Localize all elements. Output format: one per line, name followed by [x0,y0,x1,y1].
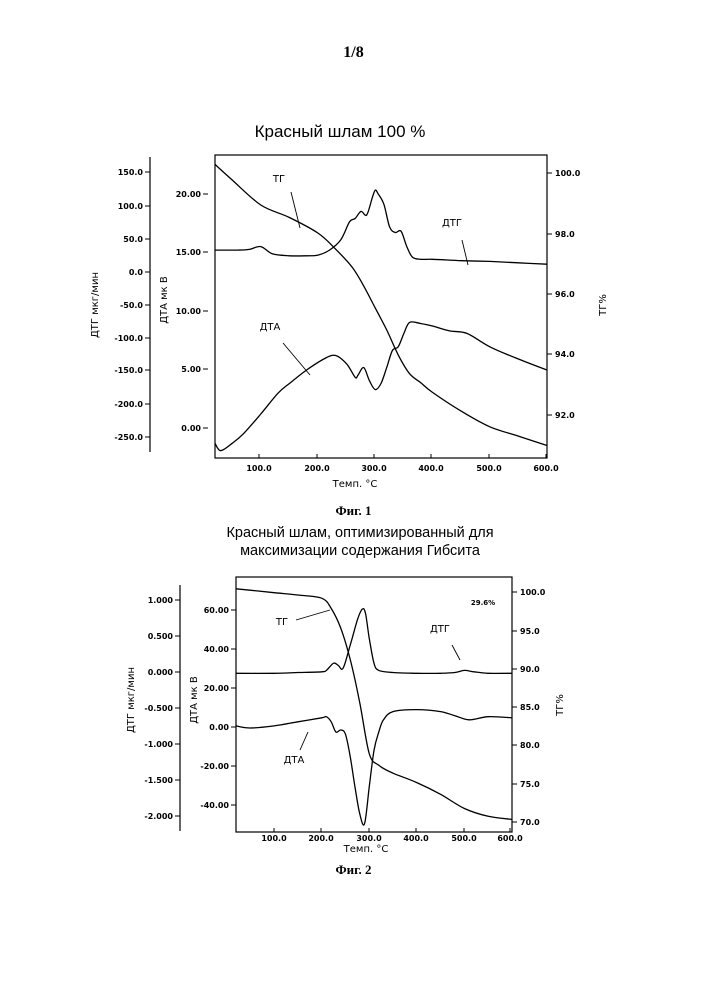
fig1-x-tick-label: 100.0 [246,464,272,473]
fig1-x-tick-label: 200.0 [304,464,330,473]
fig1-plot-frame [215,155,547,458]
fig2-annotation-label: ДТГ [430,624,450,635]
fig2-annotation-leader [296,610,330,620]
fig2-dta-tick-label: -40.00 [200,801,229,810]
fig1-dtg-tick-label: 150.0 [118,168,144,177]
fig2-dtg-tick-label: -1.000 [144,740,173,749]
fig2-plot-frame [236,577,512,832]
fig1-annotation-leader [283,343,310,375]
fig1-dtg-tick-label: -50.0 [120,301,143,310]
fig2-annotation-leader [452,645,460,660]
fig1-annotation-leader [291,192,300,228]
fig2-tg-tick-label: 100.0 [520,588,546,597]
fig2-annotation-leader [300,732,308,750]
fig2-dta-tick-label: 60.00 [204,606,230,615]
fig1-dtg-tick-label: -200.0 [114,400,143,409]
fig2-dta-tick-label: 20.00 [204,684,230,693]
fig2-tg-tick-label: 70.0 [520,818,540,827]
fig1-tg-tick-label: 92.0 [555,411,575,420]
fig1-annotation-label: ДТА [260,322,281,333]
fig1-dtg-tick-label: -100.0 [114,334,143,343]
fig1-series-dta-line [215,322,547,451]
fig1-x-tick-label: 400.0 [418,464,444,473]
fig2-x-tick-label: 500.0 [451,834,477,843]
fig1-x-tick-label: 300.0 [361,464,387,473]
fig2-x-tick-label: 600.0 [497,834,523,843]
fig2-tg-tick-label: 80.0 [520,741,540,750]
fig2-dta-axis-label: ДТА мк В [189,676,200,724]
fig2-annotation-label: ДТА [284,755,305,766]
fig2-tg-tick-label: 90.0 [520,665,540,674]
fig2-tg-tick-label: 75.0 [520,780,540,789]
fig1-dta-tick-label: 0.00 [181,424,201,433]
fig2-dtg-tick-label: -1.500 [144,776,173,785]
fig1-dta-tick-label: 10.00 [176,307,202,316]
fig1-x-tick-label: 500.0 [476,464,502,473]
fig1-tg-tick-label: 94.0 [555,350,575,359]
fig1-dta-tick-label: 20.00 [176,190,202,199]
fig1-dtg-tick-label: 100.0 [118,202,144,211]
fig1-tg-tick-label: 96.0 [555,290,575,299]
fig1-dta-tick-label: 15.00 [176,248,202,257]
fig1-dtg-axis-label: ДТГ мкг/мин [90,272,101,338]
fig2-x-tick-label: 100.0 [261,834,287,843]
fig1-x-axis-label: Темп. °С [332,479,378,490]
figure-2-caption: Фиг. 2 [0,862,707,878]
fig2-dta-tick-label: -20.00 [200,762,229,771]
fig1-tg-tick-label: 98.0 [555,230,575,239]
fig2-dtg-axis-label: ДТГ мкг/мин [126,667,137,733]
fig2-dta-tick-label: 40.00 [204,645,230,654]
fig2-tg-axis-label: ТГ% [555,694,566,717]
fig2-tg-tick-label: 95.0 [520,627,540,636]
fig1-tg-axis-label: ТГ% [598,294,609,317]
fig2-dtg-tick-label: 0.000 [148,668,174,677]
fig2-x-tick-label: 200.0 [308,834,334,843]
fig2-annotation-label: 29.6% [471,599,495,607]
fig1-dtg-tick-label: 0.0 [129,268,144,277]
fig2-dtg-tick-label: 0.500 [148,632,174,641]
fig2-x-tick-label: 300.0 [356,834,382,843]
fig1-annotation-label: ТГ [272,174,285,185]
fig2-dtg-tick-label: -2.000 [144,812,173,821]
fig2-dtg-tick-label: -0.500 [144,704,173,713]
fig1-series-dtg-line [215,190,547,264]
fig1-series-tg-line [215,164,547,445]
fig1-dtg-tick-label: 50.0 [123,235,143,244]
fig1-dtg-tick-label: -150.0 [114,366,143,375]
fig1-x-tick-label: 600.0 [533,464,559,473]
fig2-x-tick-label: 400.0 [403,834,429,843]
fig2-dtg-tick-label: 1.000 [148,596,174,605]
figure-1-caption: Фиг. 1 [0,503,707,519]
fig1-dta-tick-label: 5.00 [181,365,201,374]
fig1-dtg-tick-label: -250.0 [114,433,143,442]
fig2-tg-tick-label: 85.0 [520,703,540,712]
fig2-dta-tick-label: 0.00 [209,723,229,732]
fig2-series-dta-line [236,710,512,825]
fig2-annotation-label: ТГ [275,617,288,628]
fig1-tg-tick-label: 100.0 [555,169,581,178]
fig1-dta-axis-label: ДТА мк В [159,276,170,324]
fig2-x-axis-label: Темп. °С [343,844,389,855]
fig1-annotation-label: ДТГ [442,218,462,229]
